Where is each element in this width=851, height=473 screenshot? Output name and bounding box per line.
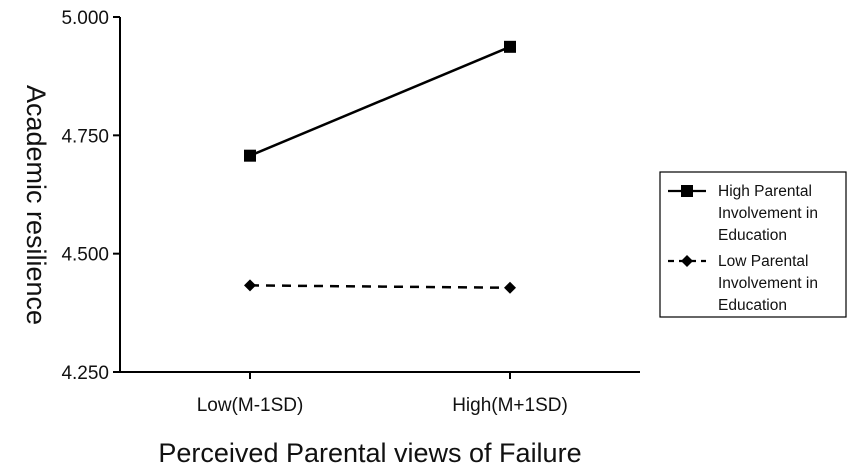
y-ticks: 5.000 4.750 4.500 4.250: [61, 8, 120, 384]
legend-marker: [681, 185, 693, 197]
y-tick-label: 4.750: [61, 126, 109, 147]
series-low-involvement: [244, 279, 516, 294]
legend-marker: [681, 255, 693, 267]
legend-label: Involvement in: [718, 205, 818, 222]
legend-label: Education: [718, 297, 787, 314]
legend-entry: High Parental Involvement in Education: [668, 183, 818, 244]
x-axis-title: Perceived Parental views of Failure: [158, 438, 581, 468]
y-axis-title: Academic resilience: [21, 85, 51, 325]
legend-entry: Low Parental Involvement in Education: [668, 253, 818, 314]
series-layer: [244, 40, 516, 294]
series-line: [249, 45, 511, 157]
y-tick-label: 4.250: [61, 363, 109, 384]
axes: [119, 17, 640, 373]
x-tick-label: High(M+1SD): [452, 395, 568, 416]
x-ticks: Low(M-1SD) High(M+1SD): [197, 372, 568, 416]
series-line: [249, 284, 511, 289]
series-high-involvement: [244, 40, 516, 162]
data-point: [244, 149, 256, 162]
legend-label: Low Parental: [718, 253, 808, 270]
legend-label: Education: [718, 227, 787, 244]
legend-label: Involvement in: [718, 275, 818, 292]
legend-box: [659, 171, 847, 318]
data-point: [504, 281, 516, 294]
data-point: [244, 279, 256, 292]
x-tick-label: Low(M-1SD): [197, 395, 304, 416]
legend-label: High Parental: [718, 183, 812, 200]
y-tick-label: 4.500: [61, 245, 109, 266]
data-point: [504, 40, 516, 53]
y-tick-label: 5.000: [61, 8, 109, 29]
